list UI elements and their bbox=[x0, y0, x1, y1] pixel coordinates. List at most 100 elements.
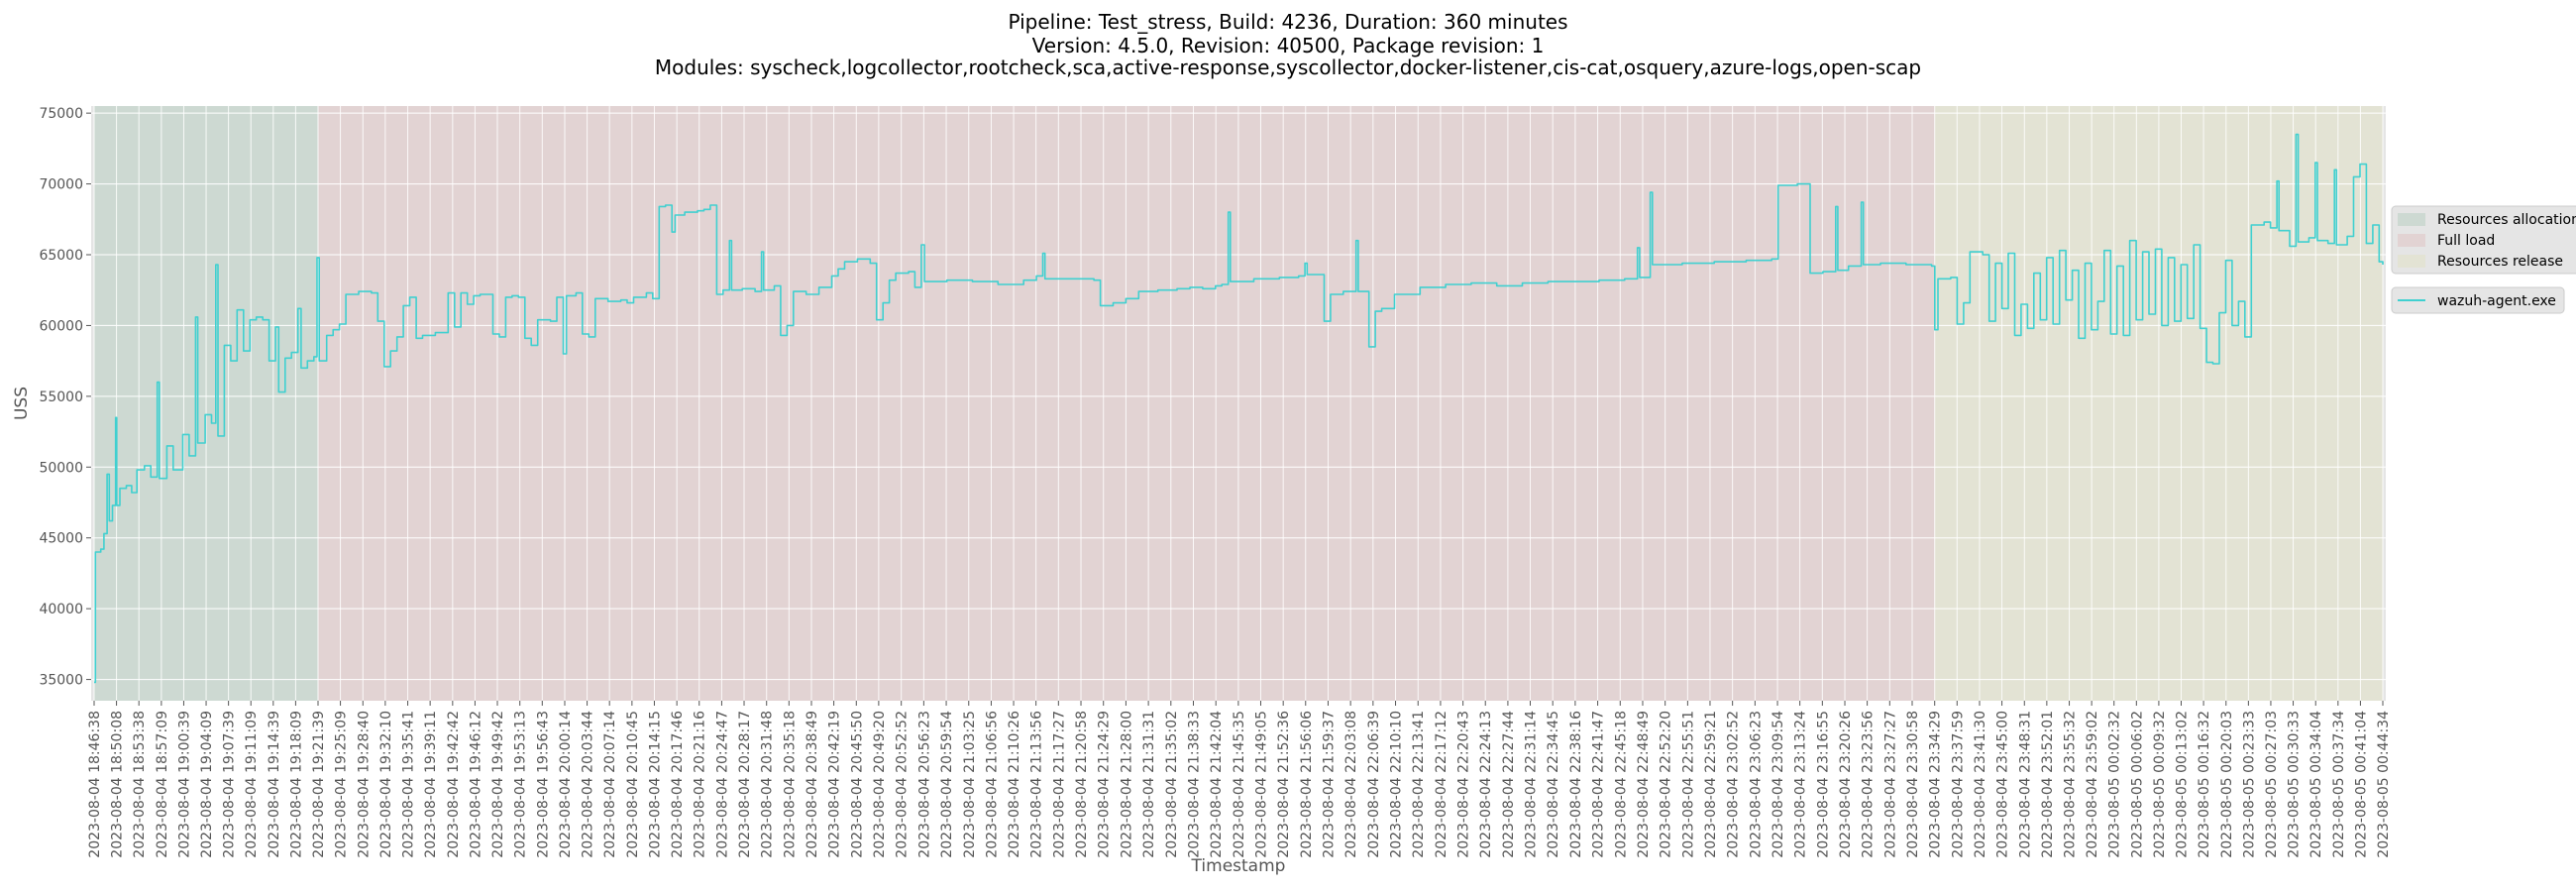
title-line-2: Version: 4.5.0, Revision: 40500, Package… bbox=[1032, 34, 1545, 57]
x-tick-label-56: 2023-08-04 22:03:08 bbox=[1343, 711, 1359, 858]
x-tick-label-92: 2023-08-05 00:09:32 bbox=[2152, 711, 2168, 858]
x-tick-label-70: 2023-08-04 22:52:20 bbox=[1659, 711, 1674, 858]
x-tick-label-78: 2023-08-04 23:20:26 bbox=[1838, 711, 1854, 858]
x-tick-label-98: 2023-08-05 00:30:33 bbox=[2287, 711, 2303, 858]
x-tick-label-94: 2023-08-05 00:16:32 bbox=[2197, 711, 2212, 858]
x-tick-label-87: 2023-08-04 23:52:01 bbox=[2040, 711, 2056, 858]
x-tick-label-23: 2023-08-04 20:07:14 bbox=[602, 711, 618, 858]
x-tick-label-68: 2023-08-04 22:45:18 bbox=[1613, 711, 1629, 858]
x-tick-label-44: 2023-08-04 21:20:58 bbox=[1074, 711, 1090, 858]
y-axis-label: USS bbox=[12, 387, 32, 420]
x-tick-label-82: 2023-08-04 23:34:29 bbox=[1928, 711, 1944, 858]
y-tick-label-8: 75000 bbox=[39, 106, 83, 122]
series-line-0 bbox=[94, 133, 2384, 684]
x-tick-label-64: 2023-08-04 22:31:14 bbox=[1524, 711, 1540, 858]
y-tick-label-4: 55000 bbox=[39, 390, 83, 405]
x-tick-label-69: 2023-08-04 22:48:49 bbox=[1636, 711, 1652, 858]
y-tick-label-2: 45000 bbox=[39, 531, 83, 547]
x-tick-label-42: 2023-08-04 21:13:56 bbox=[1029, 711, 1045, 858]
x-tick-label-61: 2023-08-04 22:20:43 bbox=[1456, 711, 1472, 858]
legend-phase-label-0: Resources allocation bbox=[2437, 212, 2576, 228]
x-tick-label-93: 2023-08-05 00:13:02 bbox=[2175, 711, 2191, 858]
series-group bbox=[94, 133, 2384, 684]
x-tick-label-99: 2023-08-05 00:34:04 bbox=[2308, 711, 2324, 858]
y-axis-ticks: 35000 40000 45000 50000 55000 60000 65000 70000… bbox=[39, 106, 91, 689]
x-tick-label-39: 2023-08-04 21:03:25 bbox=[962, 711, 978, 858]
x-axis-label: Timestamp bbox=[1191, 856, 1286, 876]
y-tick-label-3: 50000 bbox=[39, 460, 83, 476]
x-tick-label-4: 2023-08-04 19:00:39 bbox=[177, 711, 193, 858]
x-tick-label-34: 2023-08-04 20:45:50 bbox=[849, 711, 865, 858]
x-tick-label-57: 2023-08-04 22:06:39 bbox=[1366, 711, 1382, 858]
x-tick-label-86: 2023-08-04 23:48:31 bbox=[2017, 711, 2033, 858]
x-tick-label-65: 2023-08-04 22:34:45 bbox=[1546, 711, 1561, 858]
x-tick-label-91: 2023-08-05 00:06:02 bbox=[2129, 711, 2145, 858]
x-tick-label-90: 2023-08-05 00:02:32 bbox=[2107, 711, 2123, 858]
x-tick-label-66: 2023-08-04 22:38:16 bbox=[1568, 711, 1584, 858]
x-tick-label-60: 2023-08-04 22:17:12 bbox=[1434, 711, 1449, 858]
x-tick-label-3: 2023-08-04 18:57:09 bbox=[155, 711, 170, 858]
x-tick-label-77: 2023-08-04 23:16:55 bbox=[1815, 711, 1831, 858]
x-tick-label-97: 2023-08-05 00:27:03 bbox=[2264, 711, 2280, 858]
x-tick-label-71: 2023-08-04 22:55:51 bbox=[1680, 711, 1696, 858]
legend: Resources allocation Full load Resources r… bbox=[2391, 205, 2576, 314]
x-tick-label-31: 2023-08-04 20:35:18 bbox=[782, 711, 798, 858]
x-tick-label-35: 2023-08-04 20:49:20 bbox=[872, 711, 888, 858]
x-tick-label-19: 2023-08-04 19:53:13 bbox=[513, 711, 529, 858]
x-tick-label-28: 2023-08-04 20:24:47 bbox=[714, 711, 730, 858]
x-tick-label-48: 2023-08-04 21:35:02 bbox=[1164, 711, 1180, 858]
x-tick-label-27: 2023-08-04 20:21:16 bbox=[693, 711, 708, 858]
x-tick-label-11: 2023-08-04 19:25:09 bbox=[334, 711, 350, 858]
legend-phase-swatch-1 bbox=[2398, 234, 2425, 247]
x-tick-label-30: 2023-08-04 20:31:48 bbox=[760, 711, 776, 858]
x-tick-label-58: 2023-08-04 22:10:10 bbox=[1389, 711, 1405, 858]
x-tick-label-18: 2023-08-04 19:49:42 bbox=[490, 711, 506, 858]
x-tick-label-88: 2023-08-04 23:55:32 bbox=[2063, 711, 2079, 858]
x-tick-label-55: 2023-08-04 21:59:37 bbox=[1322, 711, 1338, 858]
x-tick-label-13: 2023-08-04 19:32:10 bbox=[378, 711, 394, 858]
x-tick-label-51: 2023-08-04 21:45:35 bbox=[1232, 711, 1247, 858]
grid-lines bbox=[91, 106, 2386, 701]
x-tick-label-46: 2023-08-04 21:28:00 bbox=[1119, 711, 1134, 858]
y-tick-label-6: 65000 bbox=[39, 248, 83, 264]
chart-title: Pipeline: Test_stress, Build: 4236, Dura… bbox=[655, 10, 1921, 79]
legend-phase-box bbox=[2391, 205, 2576, 275]
x-tick-label-49: 2023-08-04 21:38:33 bbox=[1187, 711, 1203, 858]
legend-phase-label-1: Full load bbox=[2437, 233, 2495, 249]
x-tick-label-33: 2023-08-04 20:42:19 bbox=[827, 711, 843, 858]
x-tick-label-29: 2023-08-04 20:28:17 bbox=[737, 711, 753, 858]
x-tick-label-16: 2023-08-04 19:42:42 bbox=[446, 711, 462, 858]
x-tick-label-1: 2023-08-04 18:50:08 bbox=[110, 711, 126, 858]
x-tick-label-6: 2023-08-04 19:07:39 bbox=[222, 711, 238, 858]
x-tick-label-38: 2023-08-04 20:59:54 bbox=[939, 711, 955, 858]
x-tick-label-15: 2023-08-04 19:39:11 bbox=[423, 711, 439, 858]
x-tick-label-47: 2023-08-04 21:31:31 bbox=[1141, 711, 1157, 858]
y-tick-label-0: 35000 bbox=[39, 673, 83, 689]
x-tick-label-0: 2023-08-04 18:46:38 bbox=[87, 711, 103, 858]
x-tick-label-53: 2023-08-04 21:52:36 bbox=[1276, 711, 1292, 858]
x-tick-label-45: 2023-08-04 21:24:29 bbox=[1097, 711, 1113, 858]
x-tick-label-95: 2023-08-05 00:20:03 bbox=[2219, 711, 2235, 858]
x-tick-label-21: 2023-08-04 20:00:14 bbox=[558, 711, 574, 858]
x-tick-label-32: 2023-08-04 20:38:49 bbox=[805, 711, 820, 858]
x-tick-label-89: 2023-08-04 23:59:02 bbox=[2085, 711, 2100, 858]
legend-phase-swatch-2 bbox=[2398, 255, 2425, 268]
x-tick-label-52: 2023-08-04 21:49:05 bbox=[1254, 711, 1270, 858]
x-tick-label-85: 2023-08-04 23:45:00 bbox=[1995, 711, 2011, 858]
title-line-3: Modules: syscheck,logcollector,rootcheck… bbox=[655, 56, 1921, 79]
legend-phase-label-2: Resources release bbox=[2437, 254, 2563, 270]
x-tick-label-26: 2023-08-04 20:17:46 bbox=[670, 711, 686, 858]
legend-series-label-0: wazuh-agent.exe bbox=[2437, 293, 2556, 309]
x-tick-label-102: 2023-08-05 00:44:34 bbox=[2376, 711, 2392, 858]
x-tick-label-36: 2023-08-04 20:52:52 bbox=[895, 711, 911, 858]
x-tick-label-12: 2023-08-04 19:28:40 bbox=[356, 711, 372, 858]
x-tick-label-81: 2023-08-04 23:30:58 bbox=[1905, 711, 1921, 858]
x-tick-label-59: 2023-08-04 22:13:41 bbox=[1411, 711, 1427, 858]
x-tick-label-84: 2023-08-04 23:41:30 bbox=[1973, 711, 1988, 858]
x-tick-label-63: 2023-08-04 22:27:44 bbox=[1501, 711, 1517, 858]
x-tick-label-17: 2023-08-04 19:46:12 bbox=[468, 711, 483, 858]
x-tick-label-67: 2023-08-04 22:41:47 bbox=[1591, 711, 1607, 858]
x-tick-label-8: 2023-08-04 19:14:39 bbox=[267, 711, 282, 858]
x-tick-label-14: 2023-08-04 19:35:41 bbox=[401, 711, 417, 858]
